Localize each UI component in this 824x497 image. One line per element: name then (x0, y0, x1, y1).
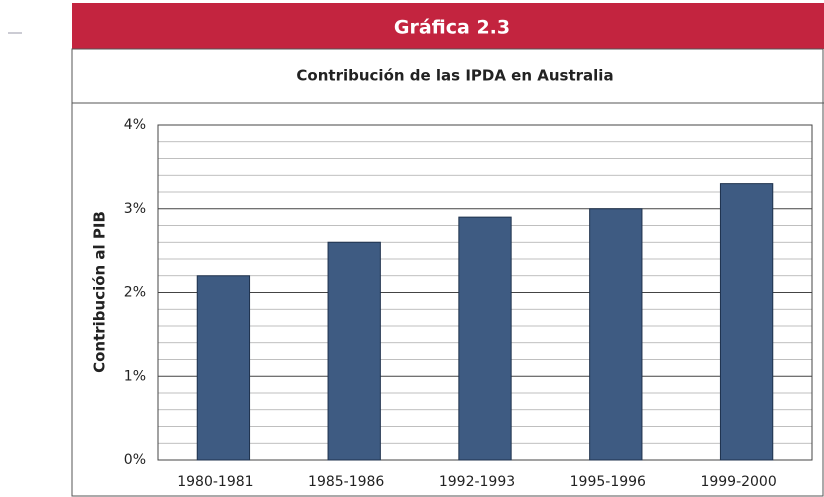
chart-title: Contribución de las IPDA en Australia (296, 67, 613, 85)
header-title: Gráfica 2.3 (394, 17, 510, 39)
y-tick-label: 4% (124, 117, 146, 133)
x-tick-label: 1992-1993 (439, 474, 515, 490)
bar (719, 183, 774, 461)
y-tick-label: 1% (124, 368, 146, 384)
y-tick-label: 2% (124, 285, 146, 301)
x-tick-label: 1985-1986 (308, 474, 384, 490)
bar (196, 275, 251, 461)
chart-frame (71, 48, 824, 497)
bar (458, 216, 512, 461)
y-axis-label: Contribución al PIB (91, 211, 109, 373)
bar (327, 241, 381, 461)
x-tick-label: 1999-2000 (700, 474, 776, 490)
y-tick-label: 3% (124, 201, 146, 217)
header-bar (72, 3, 824, 49)
bar (589, 208, 643, 461)
x-tick-label: 1980-1981 (177, 474, 253, 490)
y-tick-label: 0% (124, 452, 146, 468)
x-tick-label: 1995-1996 (570, 474, 646, 490)
